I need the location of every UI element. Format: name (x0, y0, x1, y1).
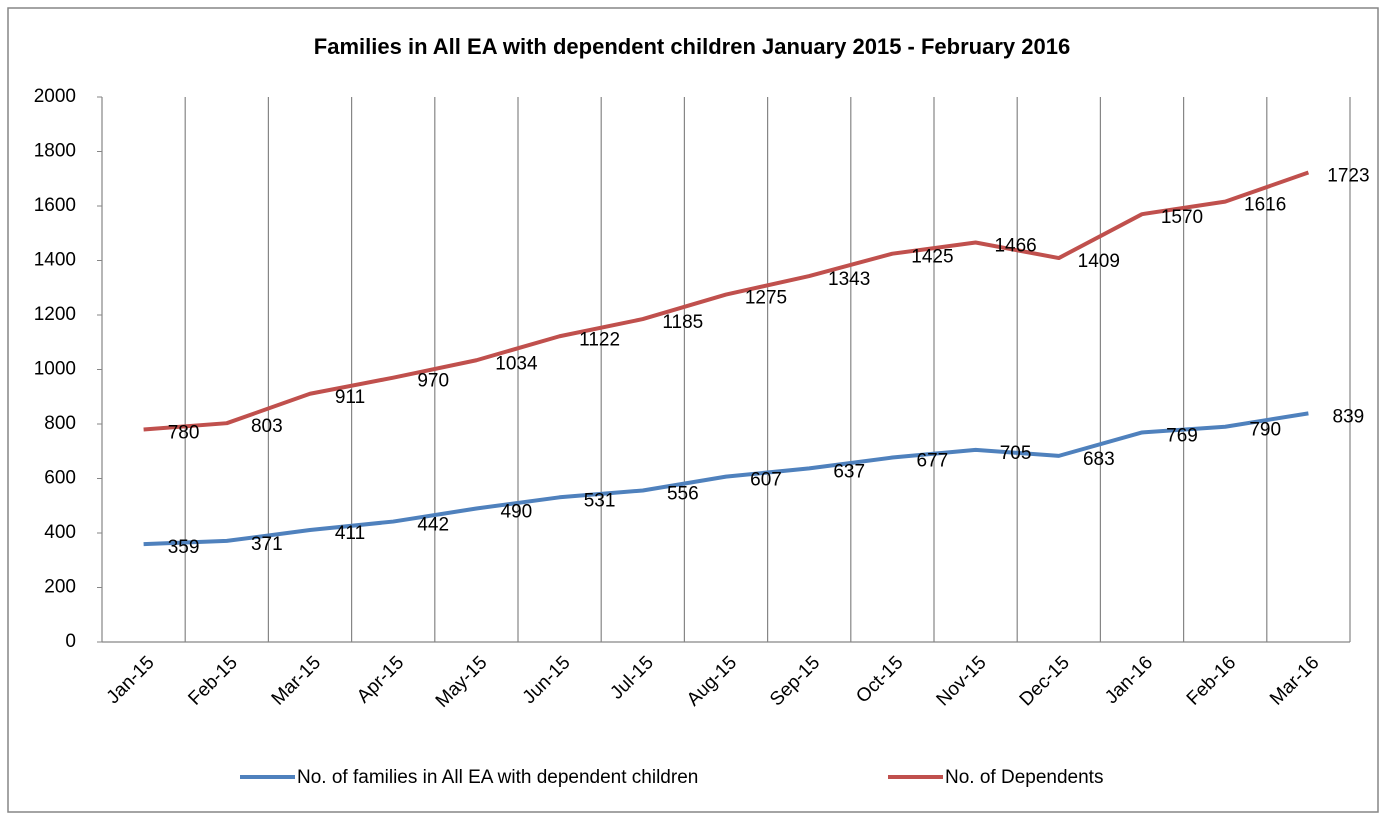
data-label: 911 (335, 387, 365, 408)
data-label: 556 (667, 484, 699, 505)
chart-title: Families in All EA with dependent childr… (314, 34, 1070, 59)
data-label: 1185 (662, 312, 703, 333)
data-label: 705 (1000, 443, 1032, 464)
data-label: 1409 (1078, 251, 1120, 272)
data-label: 1034 (495, 353, 538, 374)
data-label: 1723 (1327, 165, 1369, 186)
data-label: 1616 (1244, 195, 1286, 216)
y-tick-label: 1000 (34, 359, 76, 380)
data-label: 790 (1249, 420, 1281, 441)
data-label: 970 (417, 371, 449, 392)
data-label: 442 (417, 515, 449, 536)
data-label: 780 (168, 422, 200, 443)
data-label: 839 (1333, 406, 1365, 427)
data-label: 1466 (994, 236, 1036, 257)
y-tick-label: 200 (44, 577, 76, 598)
data-label: 411 (335, 523, 365, 544)
series-line (143, 170, 1310, 432)
data-label: 683 (1083, 449, 1115, 470)
legend-label: No. of families in All EA with dependent… (297, 767, 698, 788)
y-tick-label: 1600 (34, 195, 76, 216)
y-tick-label: 2000 (34, 86, 76, 107)
data-label: 1570 (1161, 207, 1203, 228)
data-label: 677 (917, 451, 949, 472)
series-line (143, 411, 1309, 547)
data-label: 803 (251, 416, 283, 437)
data-label: 1122 (579, 329, 620, 350)
data-label: 490 (501, 501, 533, 522)
legend-label: No. of Dependents (945, 767, 1103, 788)
y-tick-label: 1800 (34, 141, 76, 162)
data-label: 1425 (911, 247, 953, 268)
data-label: 607 (750, 470, 782, 491)
data-label: 1343 (828, 269, 870, 290)
y-tick-label: 0 (65, 631, 76, 652)
y-tick-label: 400 (44, 522, 76, 543)
data-label: 371 (251, 534, 283, 555)
data-label: 769 (1166, 425, 1198, 446)
data-label: 637 (833, 461, 865, 482)
y-tick-label: 1200 (34, 304, 76, 325)
data-label: 531 (584, 490, 616, 511)
y-tick-label: 1400 (34, 250, 76, 271)
y-tick-label: 600 (44, 468, 76, 489)
data-label: 1275 (745, 288, 787, 309)
chart-border (7, 7, 1379, 813)
y-tick-label: 800 (44, 413, 76, 434)
data-label: 359 (168, 537, 200, 558)
